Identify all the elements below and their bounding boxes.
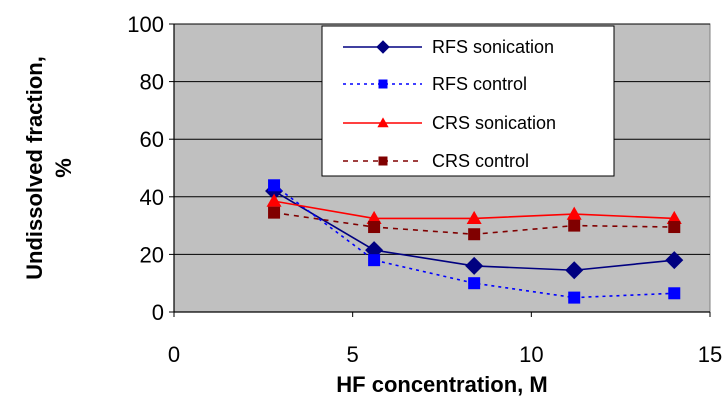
data-point bbox=[568, 291, 581, 304]
series-crs-sonication bbox=[266, 193, 682, 225]
data-point bbox=[666, 210, 682, 225]
legend-label: CRS sonication bbox=[432, 113, 556, 133]
data-point bbox=[468, 277, 481, 290]
data-point bbox=[366, 210, 382, 225]
y-tick-label: 80 bbox=[140, 70, 164, 95]
axes bbox=[169, 23, 711, 317]
legend-marker bbox=[376, 40, 390, 54]
data-point bbox=[368, 221, 381, 234]
x-tick-label: 15 bbox=[698, 342, 722, 367]
y-tick-label: 100 bbox=[127, 12, 164, 37]
legend-label: CRS control bbox=[432, 151, 529, 171]
data-point bbox=[268, 206, 281, 219]
series-rfs-control bbox=[268, 179, 681, 304]
legend: RFS sonication RFS control CRS sonication C… bbox=[321, 25, 615, 177]
data-point bbox=[266, 193, 282, 207]
x-tick-label: 5 bbox=[347, 342, 359, 367]
data-point bbox=[565, 261, 584, 280]
data-point bbox=[668, 221, 681, 234]
legend-label: RFS sonication bbox=[432, 37, 554, 57]
data-point bbox=[466, 210, 482, 225]
legend-marker bbox=[378, 79, 388, 89]
y-axis-title-line1: Undissolved fraction, bbox=[22, 56, 47, 280]
series bbox=[265, 179, 684, 304]
data-point bbox=[468, 228, 481, 241]
data-point bbox=[665, 251, 684, 270]
x-axis-tick-labels: 0 5 10 15 bbox=[168, 342, 722, 367]
y-axis-tick-labels: 0 20 40 60 80 100 bbox=[127, 12, 164, 325]
legend-marker bbox=[378, 156, 388, 166]
y-tick-label: 40 bbox=[140, 185, 164, 210]
data-point bbox=[465, 256, 484, 275]
gridlines bbox=[174, 23, 710, 255]
data-point bbox=[668, 287, 681, 300]
legend-marker bbox=[377, 117, 389, 128]
y-tick-label: 60 bbox=[140, 127, 164, 152]
y-tick-label: 0 bbox=[152, 300, 164, 325]
data-point bbox=[568, 219, 581, 232]
legend-label: RFS control bbox=[432, 74, 527, 94]
y-axis-title-line2: % bbox=[51, 158, 76, 178]
series-crs-control bbox=[268, 206, 681, 241]
x-tick-label: 10 bbox=[519, 342, 543, 367]
data-point bbox=[566, 206, 582, 220]
x-tick-label: 0 bbox=[168, 342, 180, 367]
legend-box bbox=[321, 25, 615, 177]
data-point bbox=[368, 254, 381, 267]
y-tick-label: 20 bbox=[140, 242, 164, 267]
x-axis-title: HF concentration, M bbox=[336, 372, 547, 397]
data-point bbox=[268, 179, 281, 192]
